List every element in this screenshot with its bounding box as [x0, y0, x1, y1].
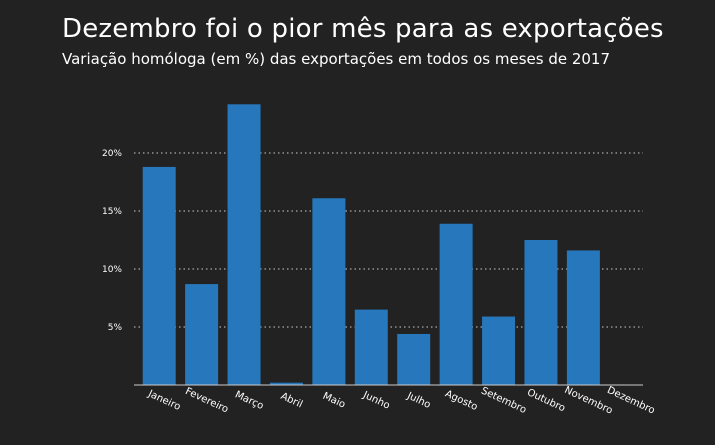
- y-axis-ticks: 5% 10% 15% 20%: [102, 149, 122, 333]
- x-tick-label: Novembro: [563, 385, 615, 417]
- bar-outubro: [524, 240, 558, 385]
- y-tick-label: 20%: [102, 149, 122, 159]
- x-tick-label: Maio: [321, 391, 347, 411]
- bar-março: [227, 104, 261, 385]
- x-tick-label: Junho: [360, 389, 391, 411]
- x-tick-label: Setembro: [479, 385, 528, 416]
- x-tick-label: Julho: [404, 390, 432, 411]
- bar-novembro: [566, 250, 600, 385]
- x-axis-labels: Janeiro Fevereiro Março Abril Maio Junho Julho…: [145, 385, 656, 417]
- x-tick-label: Março: [233, 389, 265, 412]
- grid-lines: [134, 152, 643, 328]
- x-tick-label: Fevereiro: [183, 386, 230, 416]
- y-tick-label: 10%: [102, 265, 122, 275]
- bar-julho: [397, 333, 431, 385]
- bars: [142, 104, 600, 385]
- bar-maio: [312, 198, 346, 385]
- bar-abril: [269, 382, 303, 385]
- x-tick-label: Abril: [279, 391, 304, 411]
- x-tick-label: Janeiro: [145, 388, 182, 413]
- x-tick-label: Outubro: [525, 387, 567, 414]
- y-tick-label: 15%: [102, 207, 122, 217]
- bar-fevereiro: [185, 284, 219, 385]
- chart-subtitle: Variação homóloga (em %) das exportações…: [62, 50, 611, 68]
- x-tick-label: Agosto: [443, 388, 479, 413]
- bar-agosto: [439, 223, 473, 385]
- bar-setembro: [482, 316, 516, 385]
- x-tick-label: Dezembro: [605, 385, 656, 417]
- chart-title: Dezembro foi o pior mês para as exportaç…: [62, 14, 664, 44]
- bar-janeiro: [142, 166, 176, 385]
- y-tick-label: 5%: [108, 323, 123, 333]
- bar-junho: [354, 309, 388, 385]
